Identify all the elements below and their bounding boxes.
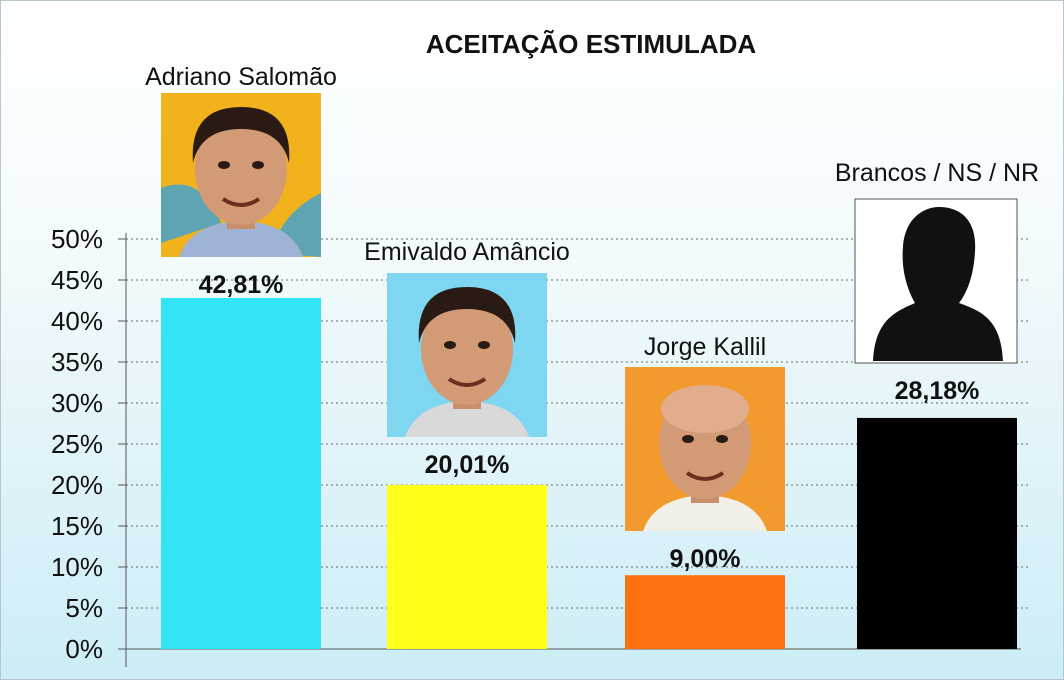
y-tick-label: 15% — [51, 511, 103, 541]
photo-eye — [444, 341, 456, 349]
photo-shoulders — [179, 221, 303, 257]
data-label: 20,01% — [425, 451, 510, 479]
y-tick-label: 0% — [65, 634, 103, 664]
photo-face — [195, 113, 287, 225]
data-label: 9,00% — [670, 545, 741, 573]
photo-face — [421, 293, 513, 405]
bar — [161, 297, 321, 649]
labels: Adriano Salomão 42,81% Emivaldo Amâncio 20,… — [145, 63, 1039, 573]
photo-hair — [192, 107, 290, 163]
photo-mouth — [447, 377, 487, 387]
candidate-photo — [625, 367, 785, 531]
bar — [625, 575, 785, 649]
person-silhouette-icon — [873, 207, 1003, 361]
silhouette-placeholder — [854, 198, 1018, 364]
candidate-name: Adriano Salomão — [145, 63, 337, 91]
chart-title: ACEITAÇÃO ESTIMULADA — [426, 29, 757, 59]
photo-mouth — [221, 197, 261, 207]
photo-eye — [218, 161, 230, 169]
y-tick-label: 50% — [51, 224, 103, 254]
bar — [857, 417, 1017, 649]
candidate-photo — [387, 273, 547, 437]
y-tick-label: 25% — [51, 429, 103, 459]
y-tick-label: 5% — [65, 593, 103, 623]
y-tick-label: 20% — [51, 470, 103, 500]
candidate-name: Jorge Kallil — [644, 333, 766, 361]
photo-shoulders — [405, 401, 529, 437]
photo-hair — [418, 287, 516, 343]
candidate-name: Emivaldo Amâncio — [364, 238, 570, 266]
photo-eye — [252, 161, 264, 169]
photo-eye — [682, 435, 694, 443]
photo-shoulders — [643, 495, 767, 531]
data-label: 28,18% — [895, 377, 980, 405]
data-label: 42,81% — [199, 271, 284, 299]
candidate-photo — [161, 93, 321, 257]
y-tick-label: 35% — [51, 347, 103, 377]
y-tick-label: 30% — [51, 388, 103, 418]
photo-eye — [716, 435, 728, 443]
y-tick-label: 45% — [51, 265, 103, 295]
y-tick-label: 40% — [51, 306, 103, 336]
photo-mouth — [685, 471, 725, 481]
candidate-name: Brancos / NS / NR — [835, 159, 1039, 187]
bar — [387, 484, 547, 649]
y-tick-label: 10% — [51, 552, 103, 582]
photo-head — [661, 385, 749, 433]
bars — [161, 297, 1017, 649]
photo-eye — [478, 341, 490, 349]
candidate-photos — [161, 93, 1018, 531]
